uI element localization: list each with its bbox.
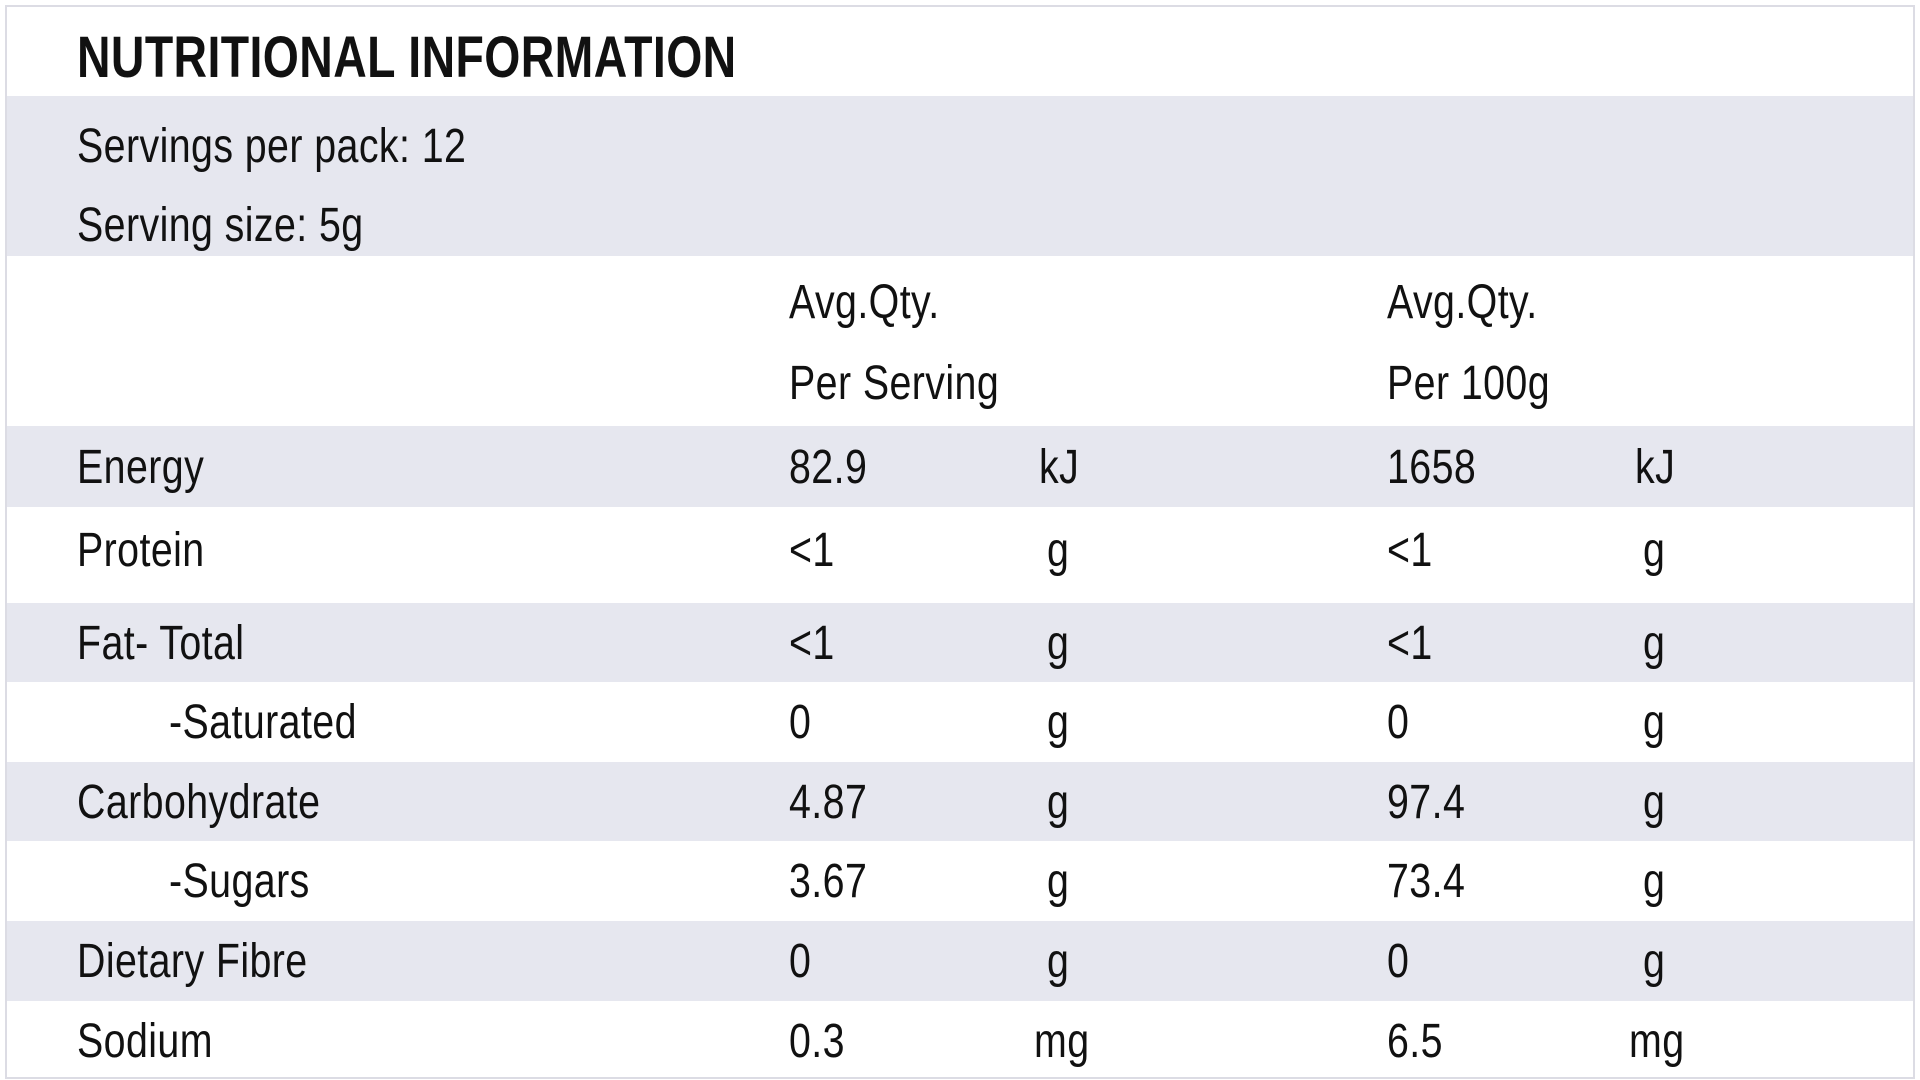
table-row: Protein <1 g <1 g bbox=[7, 507, 1913, 603]
per-serving-unit: g bbox=[1047, 524, 1070, 577]
table-row: Energy 82.9 kJ 1658 kJ bbox=[7, 426, 1913, 507]
per-serving-unit: g bbox=[1047, 855, 1070, 908]
per-100g-unit: g bbox=[1643, 776, 1666, 829]
per-serving-unit: g bbox=[1047, 696, 1070, 749]
per-100g-value: 0 bbox=[1387, 696, 1410, 749]
per-100g-header-line2: Per 100g bbox=[1387, 357, 1551, 410]
per-serving-unit: g bbox=[1047, 776, 1070, 829]
per-100g-value: 97.4 bbox=[1387, 776, 1466, 829]
servings-block: Servings per pack: 12 Serving size: 5g bbox=[7, 96, 1913, 256]
per-serving-value: 0 bbox=[789, 935, 812, 988]
per-serving-value: 0.3 bbox=[789, 1015, 845, 1068]
column-header: Avg.Qty. Per Serving Avg.Qty. Per 100g bbox=[7, 256, 1913, 426]
per-100g-unit: mg bbox=[1629, 1015, 1685, 1068]
per-serving-unit: g bbox=[1047, 617, 1070, 670]
table-row: Carbohydrate 4.87 g 97.4 g bbox=[7, 762, 1913, 841]
per-serving-value: 0 bbox=[789, 696, 812, 749]
per-100g-unit: g bbox=[1643, 524, 1666, 577]
per-serving-header-line1: Avg.Qty. bbox=[789, 276, 940, 329]
per-100g-value: 73.4 bbox=[1387, 855, 1466, 908]
per-100g-value: <1 bbox=[1387, 617, 1433, 670]
per-100g-header-line1: Avg.Qty. bbox=[1387, 276, 1538, 329]
per-serving-value: <1 bbox=[789, 524, 835, 577]
nutrient-name: Energy bbox=[77, 441, 205, 494]
per-serving-unit: kJ bbox=[1039, 441, 1080, 494]
per-serving-value: 82.9 bbox=[789, 441, 868, 494]
nutrient-name: -Saturated bbox=[169, 696, 357, 749]
per-serving-value: 4.87 bbox=[789, 776, 868, 829]
per-100g-unit: g bbox=[1643, 935, 1666, 988]
per-100g-value: <1 bbox=[1387, 524, 1433, 577]
per-100g-unit: g bbox=[1643, 617, 1666, 670]
per-serving-unit: g bbox=[1047, 935, 1070, 988]
panel-title: NUTRITIONAL INFORMATION bbox=[77, 25, 737, 90]
per-100g-value: 6.5 bbox=[1387, 1015, 1443, 1068]
servings-per-pack: Servings per pack: 12 bbox=[77, 120, 467, 173]
per-100g-unit: g bbox=[1643, 696, 1666, 749]
per-100g-value: 0 bbox=[1387, 935, 1410, 988]
nutrient-name: Carbohydrate bbox=[77, 776, 321, 829]
table-row: -Sugars 3.67 g 73.4 g bbox=[7, 841, 1913, 921]
serving-size: Serving size: 5g bbox=[77, 199, 364, 252]
per-serving-value: 3.67 bbox=[789, 855, 868, 908]
table-row: Dietary Fibre 0 g 0 g bbox=[7, 921, 1913, 1001]
per-serving-header-line2: Per Serving bbox=[789, 357, 1000, 410]
table-row: Fat- Total <1 g <1 g bbox=[7, 603, 1913, 682]
nutrition-panel: NUTRITIONAL INFORMATION Servings per pac… bbox=[5, 5, 1915, 1079]
nutrient-name: Protein bbox=[77, 524, 205, 577]
per-100g-value: 1658 bbox=[1387, 441, 1477, 494]
nutrient-name: -Sugars bbox=[169, 855, 310, 908]
table-row: -Saturated 0 g 0 g bbox=[7, 682, 1913, 762]
nutrient-name: Sodium bbox=[77, 1015, 213, 1068]
per-serving-unit: mg bbox=[1034, 1015, 1090, 1068]
nutrient-name: Fat- Total bbox=[77, 617, 245, 670]
per-100g-unit: kJ bbox=[1635, 441, 1676, 494]
table-row: Sodium 0.3 mg 6.5 mg bbox=[7, 1001, 1913, 1077]
nutrient-name: Dietary Fibre bbox=[77, 935, 308, 988]
per-100g-unit: g bbox=[1643, 855, 1666, 908]
per-serving-value: <1 bbox=[789, 617, 835, 670]
